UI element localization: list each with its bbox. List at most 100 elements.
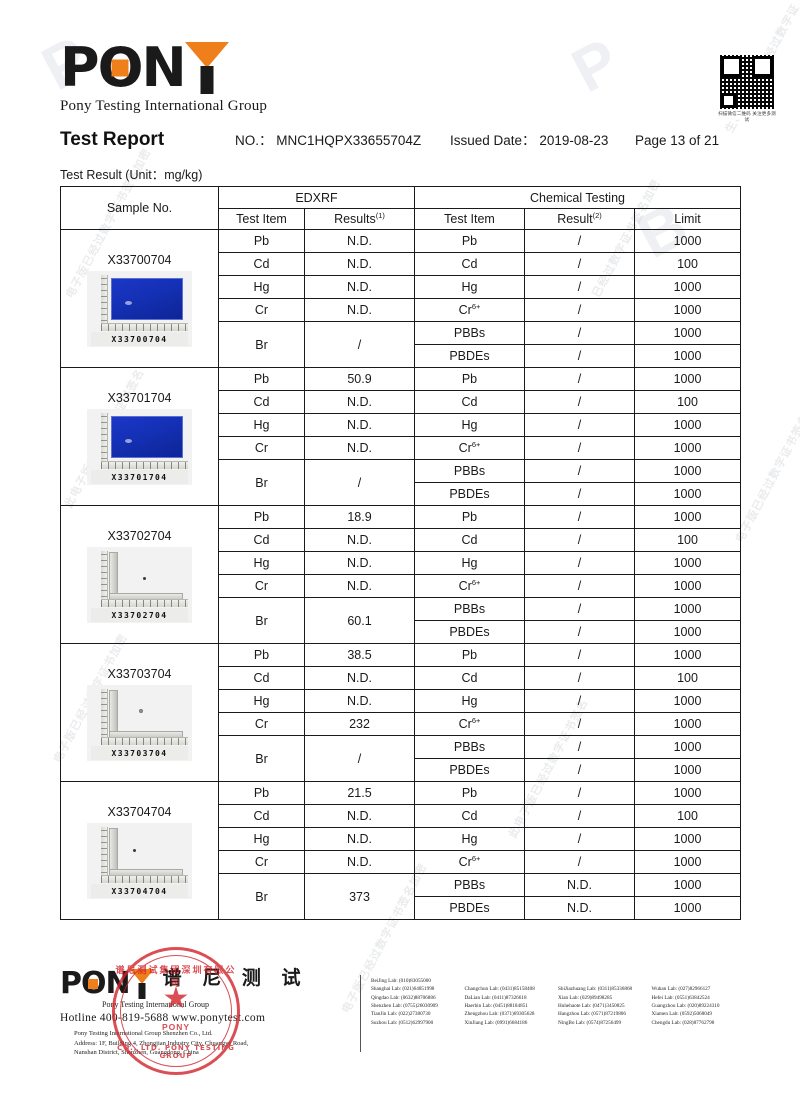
lab-entry: Guangzhou Lab: (020)89224310 [651,1003,720,1010]
chemical-result: / [524,850,635,874]
edxrf-result: 18.9 [304,505,415,529]
table-row: Cr N.D. Cr6+/1000 [61,574,741,598]
chemical-result: / [524,528,635,552]
sample-cell: X33700704 X33700704 [60,229,219,368]
limit-value: 1000 [634,896,741,920]
header-group-chemical: Chemical Testing [414,186,741,209]
lab-entry: Xiamen Lab: (0592)5068049 [651,1011,713,1018]
edxrf-test-item: Hg [218,413,305,437]
chemical-result: / [524,735,635,759]
limit-value: 1000 [634,597,741,621]
chemical-test-item: Cd [414,390,525,414]
lab-entry: NingBo Lab: (0574)87256499 [558,1019,622,1026]
limit-value: 1000 [634,689,741,713]
chemical-result: / [524,804,635,828]
edxrf-test-item: Br [218,459,305,506]
lab-column: BeiJing Lab: (010)83055000 Shanghai Lab: … [371,977,460,1058]
edxrf-test-item: Br [218,321,305,368]
page-title: Test Report [60,129,165,150]
stamp-mid-text: PONY [161,1021,191,1032]
sample-cell: X33703704 X33703704 [60,643,219,782]
edxrf-result: N.D. [304,666,415,690]
table-row: Br / PBBs/1000 [61,735,741,782]
chemical-test-item: Pb [414,367,525,391]
edxrf-test-item: Cd [218,666,305,690]
edxrf-result: N.D. [304,551,415,575]
edxrf-result: 21.5 [304,781,415,805]
edxrf-result: N.D. [304,827,415,851]
chemical-result: / [524,643,635,667]
chemical-result: / [524,781,635,805]
limit-value: 1000 [634,574,741,598]
limit-value: 1000 [634,620,741,644]
sample-photo: X33704704 [87,823,192,899]
lab-column: ShiJiazhuang Lab: (0311)85336868 Xian Lab… [558,977,647,1058]
edxrf-result: 60.1 [304,597,415,644]
edxrf-result: N.D. [304,229,415,253]
sample-no: X33700704 [107,253,172,267]
limit-value: 1000 [634,781,741,805]
chemical-test-item: Cr6+ [414,436,525,460]
edxrf-test-item: Cd [218,252,305,276]
edxrf-result: N.D. [304,804,415,828]
chemical-test-item: Cd [414,252,525,276]
table-row: PBDEs/1000 [61,482,741,506]
sample-no: X33703704 [107,667,172,681]
lab-entry: Chengdu Lab: (028)87762798 [651,1019,715,1026]
chemical-result: / [524,620,635,644]
edxrf-result: / [304,321,415,368]
edxrf-test-item: Pb [218,367,305,391]
company-seal-stamp: 谱尼测试集团深圳有限公司 ★ PONY CO., LTD. PONY TESTI… [112,946,240,1075]
chemical-test-item: Hg [414,413,525,437]
qr-caption: 扫描微信二维码 关注更多测试 [718,111,776,123]
chemical-test-item: Pb [414,505,525,529]
edxrf-test-item: Pb [218,643,305,667]
sample-cell: X33704704 X33704704 [60,781,219,920]
edxrf-result: N.D. [304,689,415,713]
test-results-body: X33700704 X33700704 Pb N.D. Pb/1000 Cd N.D. Cd /… [60,229,741,920]
limit-value: 1000 [634,758,741,782]
stamp-bottom-text: CO., LTD. PONY TESTING GROUP [117,1043,235,1060]
edxrf-result: N.D. [304,850,415,874]
lab-entry: Wuhan Lab: (027)82966127 [651,986,711,993]
chemical-test-item: PBBs [414,735,525,759]
table-row: Cd N.D. Cd/100 [61,666,741,690]
limit-value: 1000 [634,873,741,897]
brand-logo: PON Pony Testing International Group [60,0,740,115]
issued-date-value: 2019-08-23 [539,133,609,148]
limit-value: 100 [634,390,741,414]
limit-value: 100 [634,666,741,690]
table-row: Hg N.D. Hg/1000 [61,275,741,299]
table-row: Br 60.1 PBBs/1000 [61,597,741,644]
sample-photo: X33703704 [87,685,192,761]
edxrf-result: N.D. [304,298,415,322]
limit-value: 1000 [634,505,741,529]
edxrf-test-item: Cr [218,574,305,598]
sample-photo-label: X33702704 [111,610,168,620]
edxrf-test-item: Cr [218,298,305,322]
edxrf-test-item: Hg [218,551,305,575]
limit-value: 1000 [634,459,741,483]
limit-value: 1000 [634,850,741,874]
limit-value: 1000 [634,551,741,575]
table-row: PBDEs/1000 [61,344,741,368]
chemical-result: / [524,390,635,414]
sample-cell: X33701704 X33701704 [60,367,219,506]
chemical-result: / [524,413,635,437]
chemical-result: N.D. [524,873,635,897]
chemical-test-item: Cr6+ [414,298,525,322]
limit-value: 1000 [634,344,741,368]
chemical-result: / [524,298,635,322]
header-test-item-edxrf: Test Item [218,208,305,230]
limit-value: 1000 [634,712,741,736]
chemical-test-item: PBDEs [414,344,525,368]
chemical-test-item: PBDEs [414,896,525,920]
report-number-value: MNC1HQPX33655704Z [276,133,422,148]
chemical-test-item: PBBs [414,459,525,483]
chemical-test-item: Pb [414,229,525,253]
edxrf-test-item: Pb [218,229,305,253]
edxrf-result: 232 [304,712,415,736]
lab-entry: TianJin Lab: (022)27380730 [371,1011,431,1018]
limit-value: 1000 [634,275,741,299]
chemical-test-item: Hg [414,275,525,299]
